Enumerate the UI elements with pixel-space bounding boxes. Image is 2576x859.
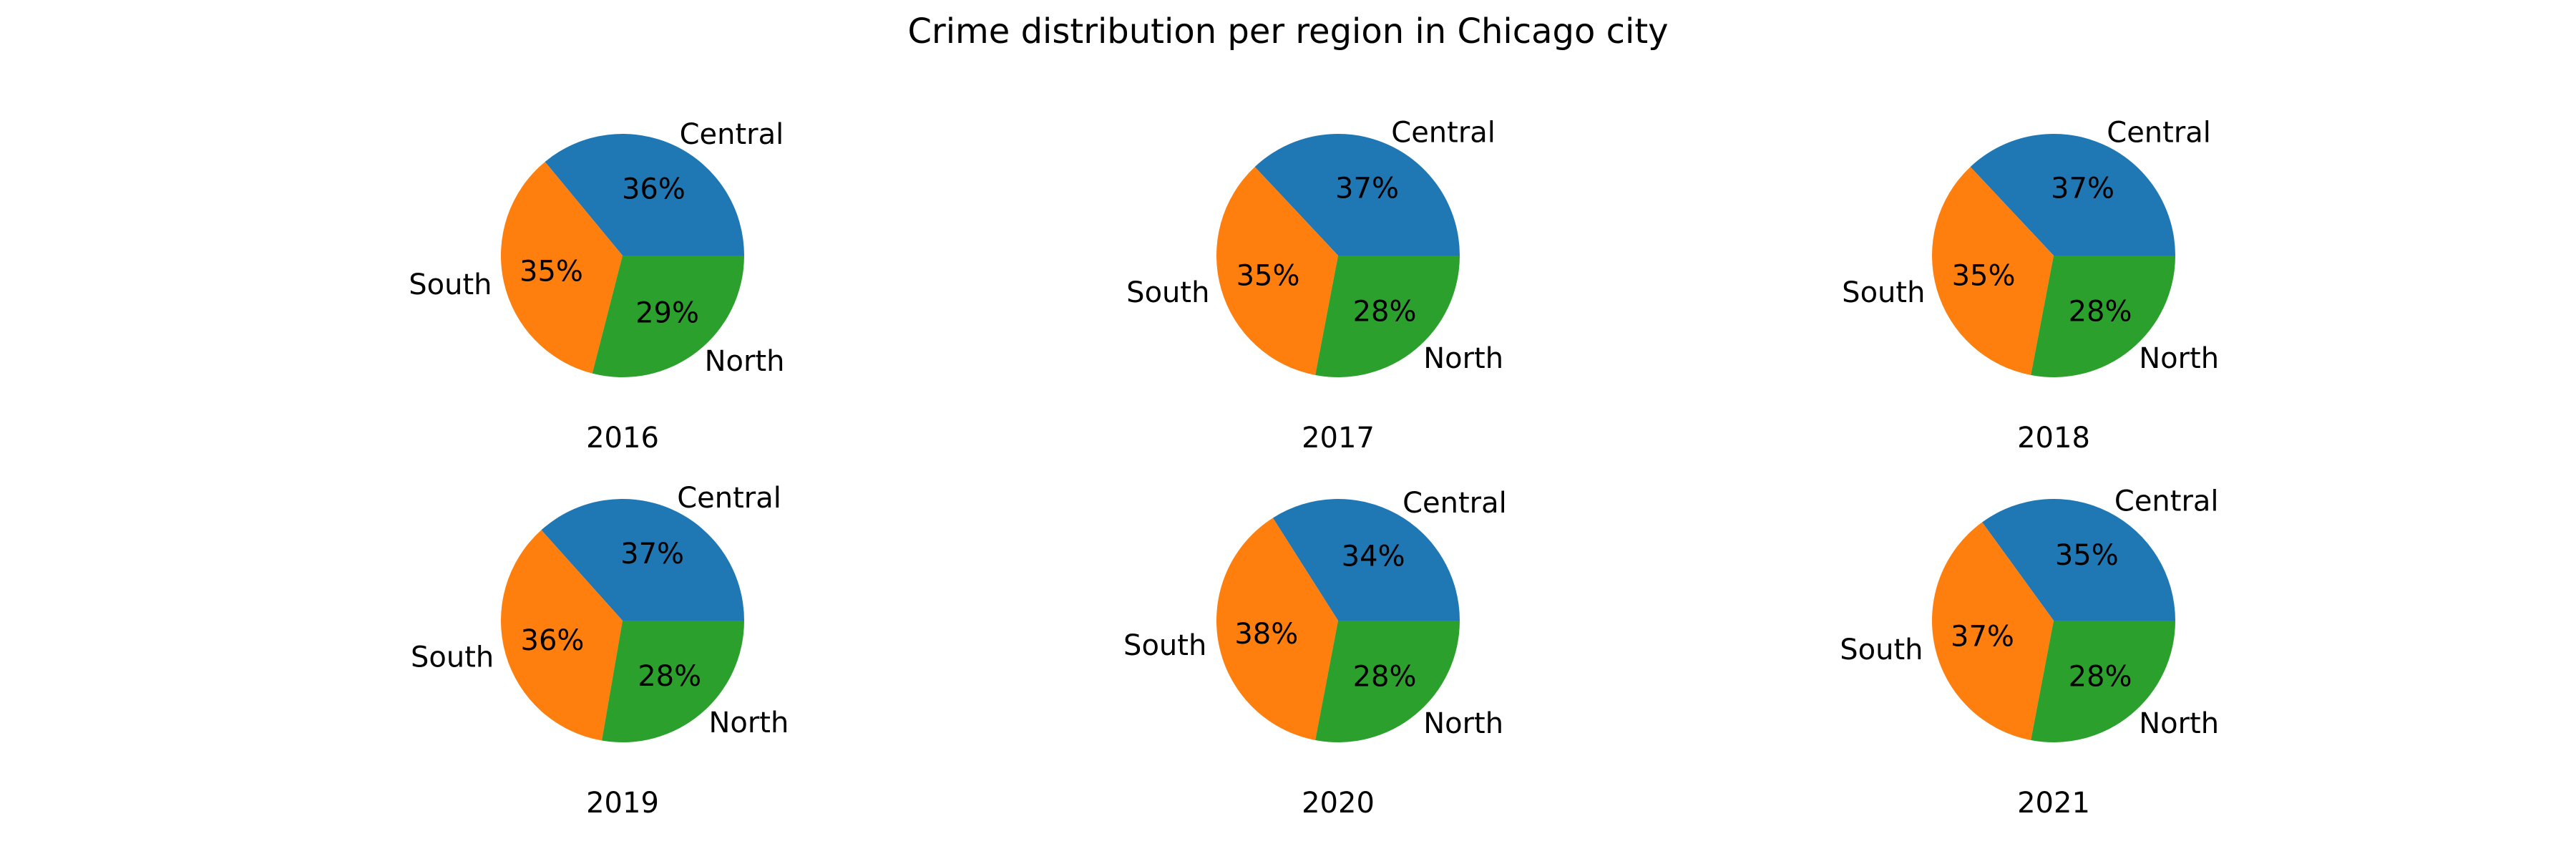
slice-category-label: Central xyxy=(677,482,781,515)
slice-percent-label: 28% xyxy=(1353,661,1417,694)
pie-2019: 37% Central 36% South 28%North 2019 xyxy=(411,482,789,820)
slice-category-label: South xyxy=(1842,276,1925,309)
pie-year-label: 2019 xyxy=(586,787,659,820)
pie-slice-north xyxy=(592,256,744,377)
slice-category-label: South xyxy=(1123,629,1206,662)
slice-percent-label: 35% xyxy=(2055,539,2119,572)
pie-2018: 37% Central 35% South 28%North 2018 xyxy=(1842,116,2219,455)
slice-category-label: South xyxy=(1840,634,1923,666)
pie-year-label: 2016 xyxy=(586,422,659,455)
slice-percent-label: 28% xyxy=(2069,296,2132,329)
slice-percent-label: 28% xyxy=(638,660,701,693)
slice-percent-label: 36% xyxy=(521,624,585,657)
slice-category-label: North xyxy=(2139,342,2219,375)
slice-category-label: Central xyxy=(1391,116,1496,149)
slice-percent-label: 35% xyxy=(1952,259,2016,292)
slice-category-label: Central xyxy=(1402,487,1507,520)
slice-percent-label: 37% xyxy=(1335,172,1399,205)
pie-year-label: 2020 xyxy=(1302,787,1375,820)
slice-percent-label: 38% xyxy=(1234,618,1298,651)
slice-percent-label: 37% xyxy=(1951,620,2014,653)
pie-slice-north xyxy=(1315,256,1460,377)
pie-year-label: 2021 xyxy=(2017,787,2090,820)
slice-category-label: North xyxy=(1423,707,1503,740)
slice-percent-label: 28% xyxy=(1353,296,1417,329)
slice-category-label: North xyxy=(705,345,785,378)
slice-percent-label: 28% xyxy=(2069,661,2132,694)
pie-2016: 36% Central 35% South 29%North 2016 xyxy=(409,118,784,455)
slice-percent-label: 37% xyxy=(620,538,684,571)
slice-category-label: South xyxy=(409,268,492,301)
slice-category-label: North xyxy=(1423,342,1503,375)
pie-slice-south xyxy=(501,162,623,374)
pie-2021: 35% Central 37% South 28%North 2021 xyxy=(1840,485,2219,820)
figure-title: Crime distribution per region in Chicago… xyxy=(907,11,1668,52)
pie-slice-central xyxy=(541,498,744,621)
pie-slice-central xyxy=(1982,499,2175,621)
pie-year-label: 2018 xyxy=(2017,422,2090,455)
slice-percent-label: 35% xyxy=(519,255,583,288)
pie-slice-north xyxy=(1315,621,1460,743)
pie-slice-north xyxy=(2031,256,2175,377)
slice-percent-label: 36% xyxy=(622,173,686,206)
slice-category-label: Central xyxy=(2114,485,2219,518)
slice-percent-label: 35% xyxy=(1236,259,1300,292)
pie-2020: 34% Central 38% South 28%North 2020 xyxy=(1123,487,1507,820)
slice-category-label: Central xyxy=(680,118,784,151)
slice-category-label: North xyxy=(2139,707,2219,740)
pie-slice-south xyxy=(501,530,623,741)
pie-slice-south xyxy=(1931,522,2054,740)
slice-category-label: North xyxy=(708,707,789,739)
slice-category-label: Central xyxy=(2107,116,2211,149)
pie-slice-north xyxy=(2031,621,2175,742)
slice-percent-label: 34% xyxy=(1342,540,1405,573)
pie-slice-north xyxy=(602,621,744,742)
pie-slice-central xyxy=(1272,499,1460,621)
pie-slice-central xyxy=(1254,133,1460,256)
pie-slice-central xyxy=(545,134,744,256)
pie-grid: 36%Central35%South29%North201637%Central… xyxy=(409,116,2219,820)
pie-slice-south xyxy=(1932,167,2054,375)
slice-percent-label: 29% xyxy=(635,297,699,330)
pie-slice-south xyxy=(1216,167,1338,375)
pie-2017: 37% Central 35% South 28%North 2017 xyxy=(1126,116,1503,455)
pie-slice-central xyxy=(1970,133,2175,256)
slice-category-label: South xyxy=(411,641,494,674)
slice-percent-label: 37% xyxy=(2051,172,2114,205)
pie-year-label: 2017 xyxy=(1302,422,1375,455)
pie-slice-south xyxy=(1216,518,1338,740)
slice-category-label: South xyxy=(1126,276,1209,309)
